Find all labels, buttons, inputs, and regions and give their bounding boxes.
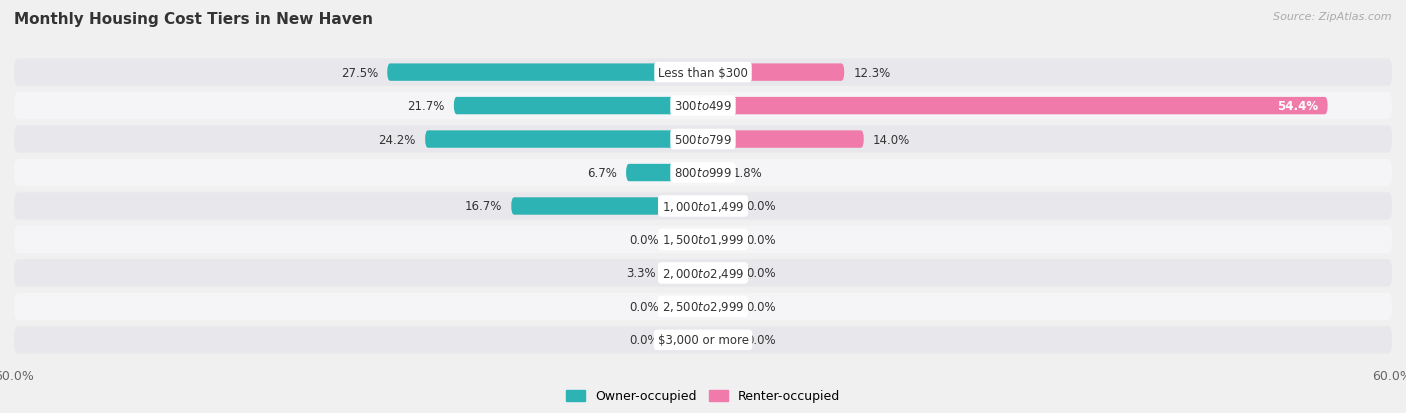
- FancyBboxPatch shape: [14, 93, 1392, 120]
- Text: $500 to $799: $500 to $799: [673, 133, 733, 146]
- Text: $800 to $999: $800 to $999: [673, 166, 733, 180]
- FancyBboxPatch shape: [14, 260, 1392, 287]
- Legend: Owner-occupied, Renter-occupied: Owner-occupied, Renter-occupied: [561, 385, 845, 408]
- FancyBboxPatch shape: [14, 193, 1392, 220]
- Text: 12.3%: 12.3%: [853, 66, 890, 79]
- Text: 0.0%: 0.0%: [747, 200, 776, 213]
- FancyBboxPatch shape: [454, 97, 703, 115]
- FancyBboxPatch shape: [703, 131, 863, 148]
- FancyBboxPatch shape: [703, 265, 738, 282]
- Text: $1,500 to $1,999: $1,500 to $1,999: [662, 233, 744, 247]
- FancyBboxPatch shape: [669, 231, 703, 249]
- Text: 3.3%: 3.3%: [626, 267, 657, 280]
- FancyBboxPatch shape: [14, 159, 1392, 187]
- Text: 0.0%: 0.0%: [630, 334, 659, 347]
- FancyBboxPatch shape: [703, 331, 738, 349]
- Text: 21.7%: 21.7%: [408, 100, 444, 113]
- FancyBboxPatch shape: [626, 164, 703, 182]
- Text: Source: ZipAtlas.com: Source: ZipAtlas.com: [1274, 12, 1392, 22]
- Text: 24.2%: 24.2%: [378, 133, 416, 146]
- Text: 0.0%: 0.0%: [747, 267, 776, 280]
- FancyBboxPatch shape: [669, 298, 703, 316]
- Text: 54.4%: 54.4%: [1277, 100, 1319, 113]
- FancyBboxPatch shape: [703, 97, 1327, 115]
- Text: 27.5%: 27.5%: [340, 66, 378, 79]
- Text: Monthly Housing Cost Tiers in New Haven: Monthly Housing Cost Tiers in New Haven: [14, 12, 373, 27]
- FancyBboxPatch shape: [665, 265, 703, 282]
- Text: $3,000 or more: $3,000 or more: [658, 334, 748, 347]
- Text: 0.0%: 0.0%: [630, 233, 659, 247]
- FancyBboxPatch shape: [14, 59, 1392, 87]
- Text: 1.8%: 1.8%: [733, 166, 762, 180]
- Text: $2,500 to $2,999: $2,500 to $2,999: [662, 300, 744, 313]
- FancyBboxPatch shape: [425, 131, 703, 148]
- FancyBboxPatch shape: [14, 226, 1392, 254]
- FancyBboxPatch shape: [703, 164, 724, 182]
- Text: 0.0%: 0.0%: [747, 334, 776, 347]
- FancyBboxPatch shape: [703, 198, 738, 215]
- Text: $2,000 to $2,499: $2,000 to $2,499: [662, 266, 744, 280]
- FancyBboxPatch shape: [387, 64, 703, 82]
- Text: $1,000 to $1,499: $1,000 to $1,499: [662, 199, 744, 214]
- FancyBboxPatch shape: [703, 231, 738, 249]
- FancyBboxPatch shape: [14, 326, 1392, 354]
- FancyBboxPatch shape: [14, 126, 1392, 153]
- FancyBboxPatch shape: [669, 331, 703, 349]
- FancyBboxPatch shape: [512, 198, 703, 215]
- Text: Less than $300: Less than $300: [658, 66, 748, 79]
- Text: 0.0%: 0.0%: [747, 300, 776, 313]
- Text: 0.0%: 0.0%: [747, 233, 776, 247]
- Text: 0.0%: 0.0%: [630, 300, 659, 313]
- Text: 6.7%: 6.7%: [588, 166, 617, 180]
- FancyBboxPatch shape: [14, 293, 1392, 320]
- Text: $300 to $499: $300 to $499: [673, 100, 733, 113]
- Text: 14.0%: 14.0%: [873, 133, 910, 146]
- FancyBboxPatch shape: [703, 64, 844, 82]
- Text: 16.7%: 16.7%: [465, 200, 502, 213]
- FancyBboxPatch shape: [703, 298, 738, 316]
